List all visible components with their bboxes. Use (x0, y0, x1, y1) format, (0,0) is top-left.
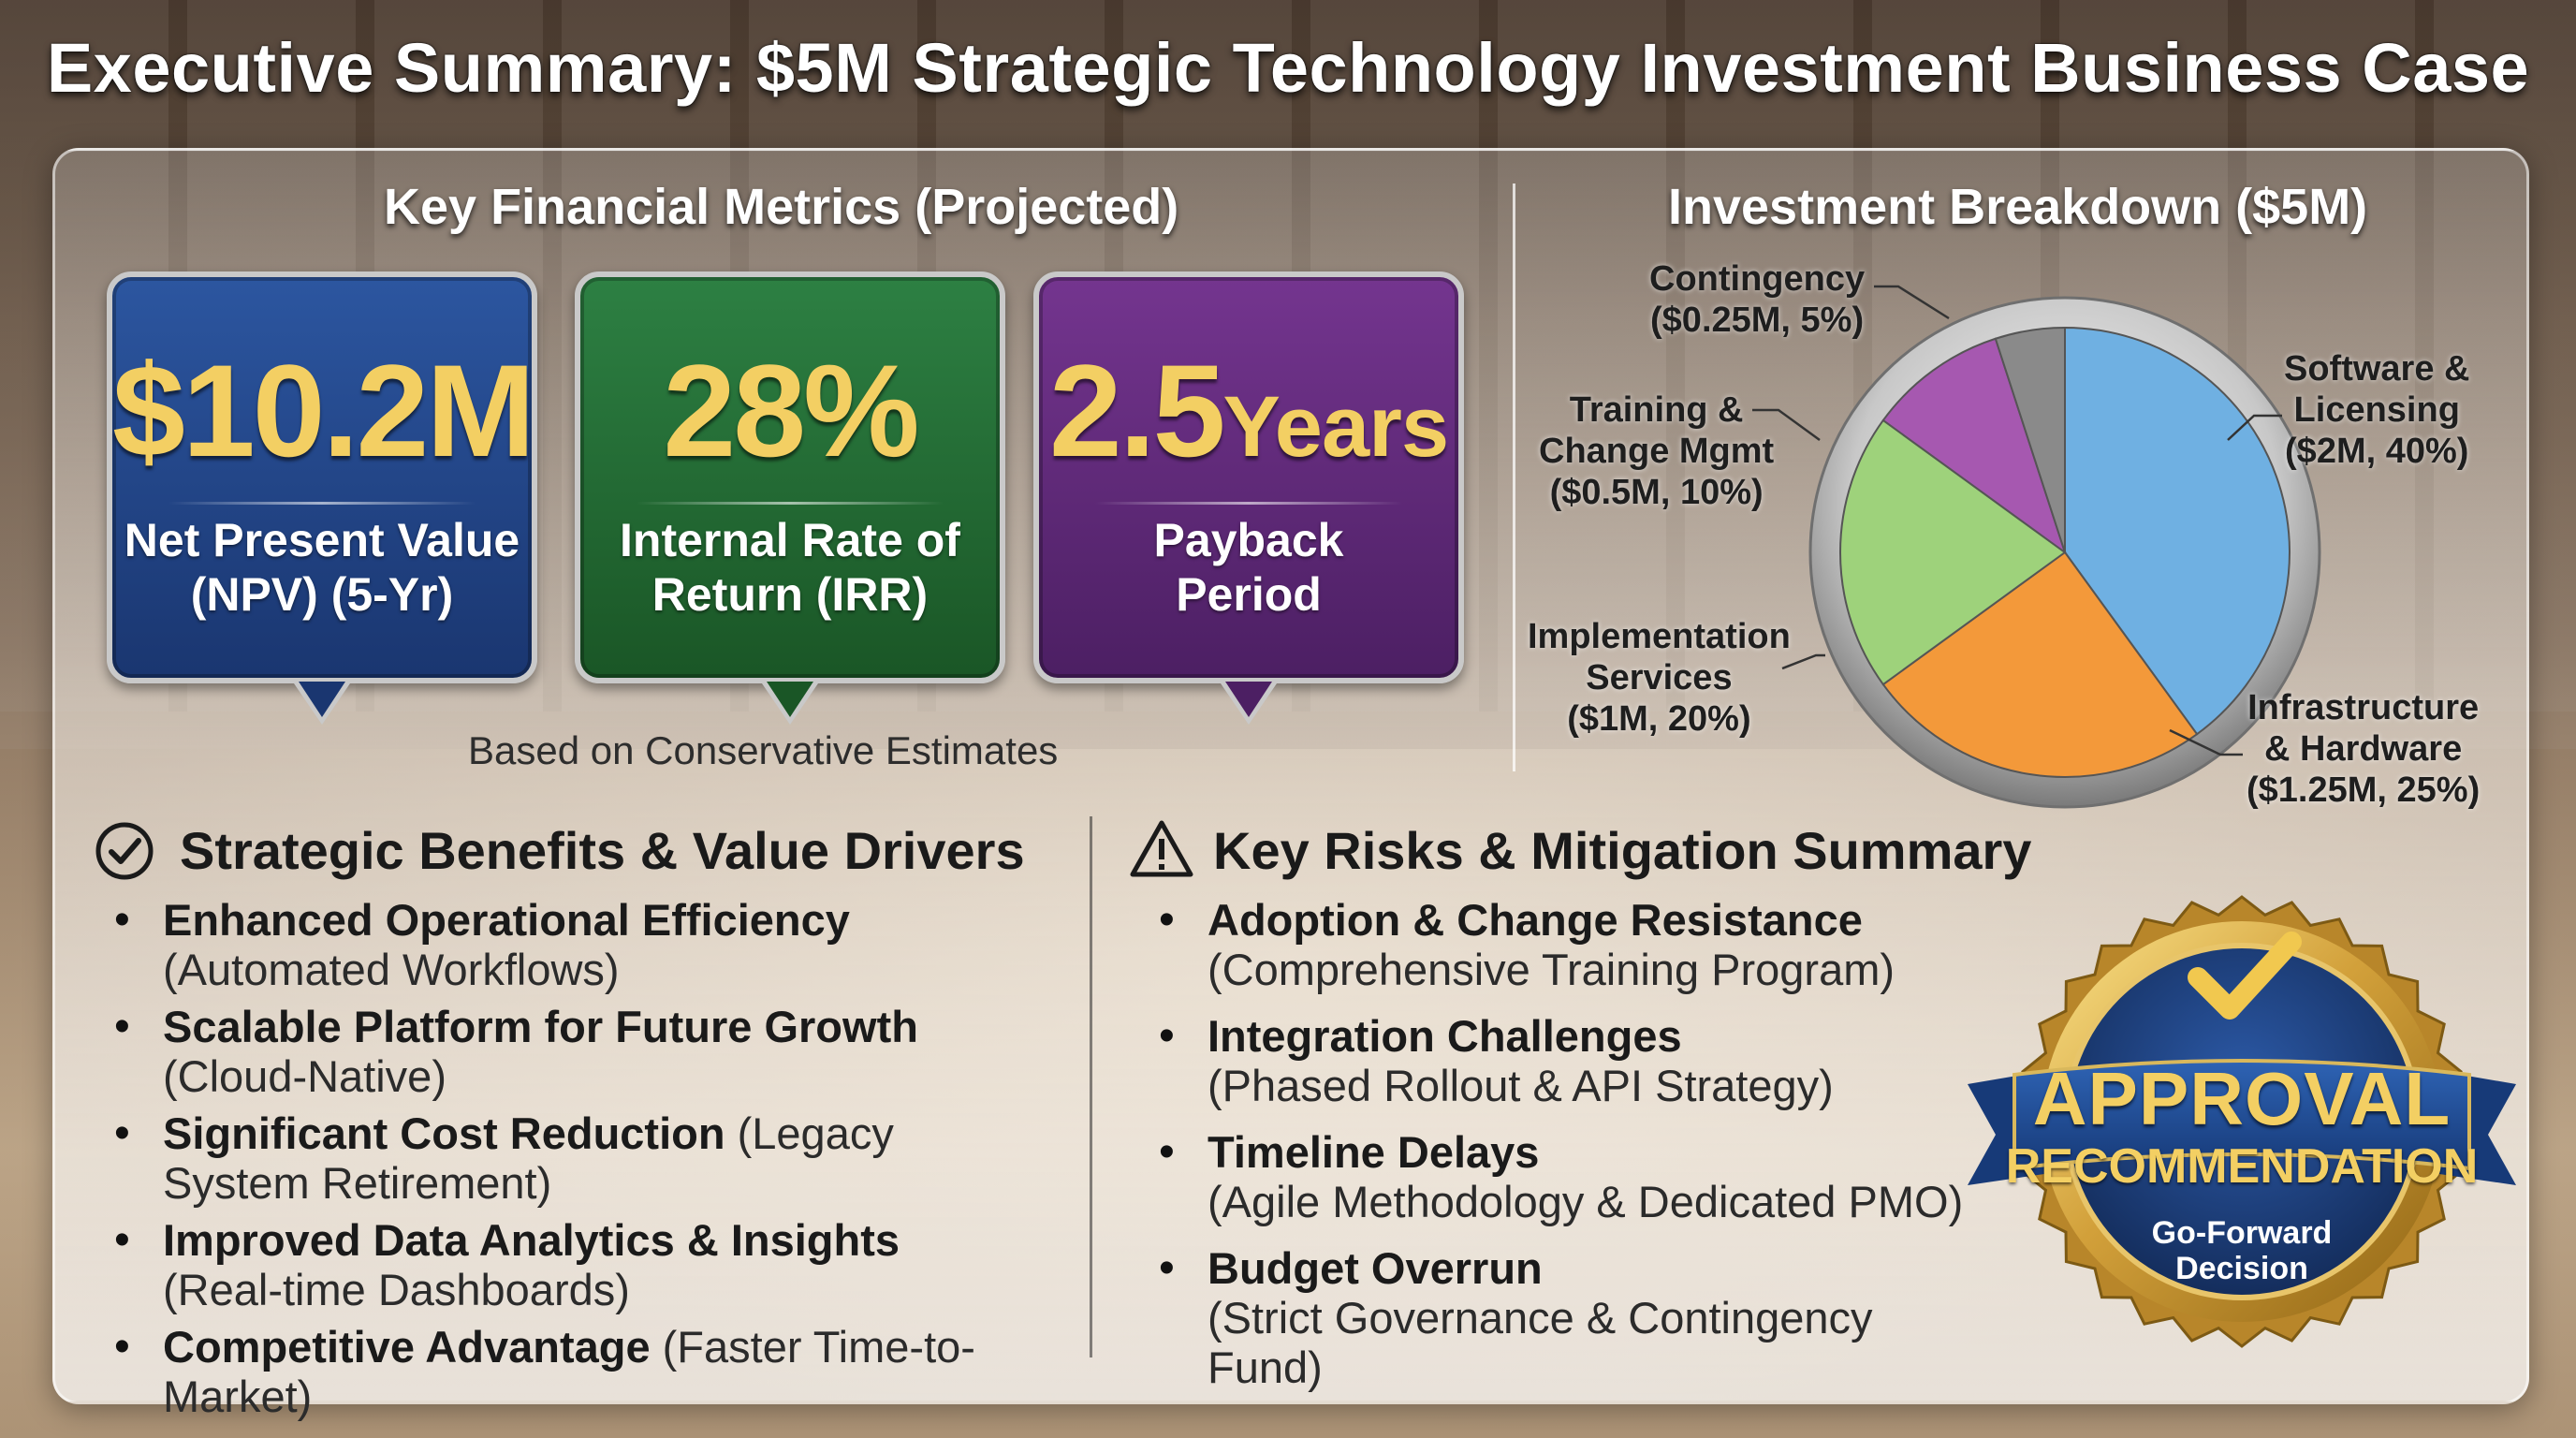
irr-value: 28% (663, 337, 919, 484)
irr-pointer-fill (767, 682, 813, 717)
label-implementation: Implementation Services ($1M, 20%) (1528, 617, 1791, 739)
badge-line-recommendation: RECOMMENDATION (2005, 1139, 2479, 1194)
metrics-heading: Key Financial Metrics (Projected) (384, 179, 1179, 235)
npv-separator (168, 502, 476, 505)
payback-card: 2.5Years Payback Period (1033, 271, 1464, 725)
npv-card: $10.2M Net Present Value (NPV) (5-Yr) (107, 271, 537, 725)
npv-pointer-fill (299, 682, 345, 717)
pie-slice-infrastructure (1881, 550, 2199, 778)
pie-slice-implementation (1839, 418, 2067, 686)
list-item: Improved Data Analytics & Insights(Real-… (101, 1215, 1093, 1314)
payback-unit: Years (1222, 379, 1450, 475)
top-divider (1513, 183, 1515, 771)
list-item: Scalable Platform for Future Growth(Clou… (101, 1002, 1093, 1101)
pie-slice-training (1881, 337, 2067, 555)
label-contingency: Contingency ($0.25M, 5%) (1649, 259, 1866, 340)
list-item: Timeline Delays(Agile Methodology & Dedi… (1146, 1127, 1988, 1226)
pie-slice-contingency (1994, 326, 2066, 553)
benefits-heading: Strategic Benefits & Value Drivers (180, 821, 1025, 880)
risks-icon (1129, 818, 1194, 880)
payback-separator (1095, 502, 1402, 505)
payback-label: Payback Period (1153, 514, 1344, 621)
list-item: Competitive Advantage (Faster Time-to-Ma… (101, 1322, 1093, 1421)
list-item: Significant Cost Reduction (Legacy Syste… (101, 1108, 987, 1208)
irr-separator (637, 502, 944, 505)
check-circle-icon (95, 822, 154, 880)
irr-label: Internal Rate of Return (IRR) (620, 514, 960, 621)
badge-line-go-forward: Go-Forward (2151, 1215, 2333, 1251)
ribbon-band (2012, 1059, 2471, 1171)
list-item: Integration Challenges(Phased Rollout & … (1146, 1011, 1988, 1110)
risks-list: Adoption & Change Resistance(Comprehensi… (1146, 895, 1988, 1392)
label-infrastructure: Infrastructure & Hardware ($1.25M, 25%) (2247, 688, 2481, 810)
breakdown-heading: Investment Breakdown ($5M) (1668, 179, 2368, 235)
estimates-note: Based on Conservative Estimates (468, 728, 1059, 772)
label-software: Software & Licensing ($2M, 40%) (2284, 349, 2470, 471)
benefits-icon (94, 820, 155, 882)
list-item: Budget Overrun(Strict Governance & Conti… (1146, 1243, 1988, 1392)
irr-card: 28% Internal Rate of Return (IRR) (575, 271, 1005, 725)
payback-value: 2.5Years (1048, 337, 1450, 484)
checkmark-icon (2188, 932, 2302, 1020)
npv-label: Net Present Value (NPV) (5-Yr) (124, 514, 520, 621)
list-item: Adoption & Change Resistance(Comprehensi… (1146, 895, 1988, 994)
badge-line-decision: Decision (2175, 1251, 2308, 1286)
list-item: Enhanced Operational Efficiency(Automate… (101, 895, 1093, 994)
badge-seal (1968, 895, 2516, 1348)
warning-triangle-icon (1130, 820, 1193, 877)
benefits-list: Enhanced Operational Efficiency(Automate… (101, 895, 1093, 1421)
risks-heading: Key Risks & Mitigation Summary (1213, 821, 2032, 880)
payback-pointer-fill (1225, 682, 1272, 717)
badge-line-approval: APPROVAL (2032, 1057, 2452, 1140)
npv-value: $10.2M (112, 337, 535, 484)
approval-badge: APPROVAL RECOMMENDATION Go-Forward Decis… (1958, 888, 2525, 1374)
label-training: Training & Change Mgmt ($0.5M, 10%) (1539, 390, 1775, 512)
page-title: Executive Summary: $5M Strategic Technol… (46, 29, 2530, 107)
